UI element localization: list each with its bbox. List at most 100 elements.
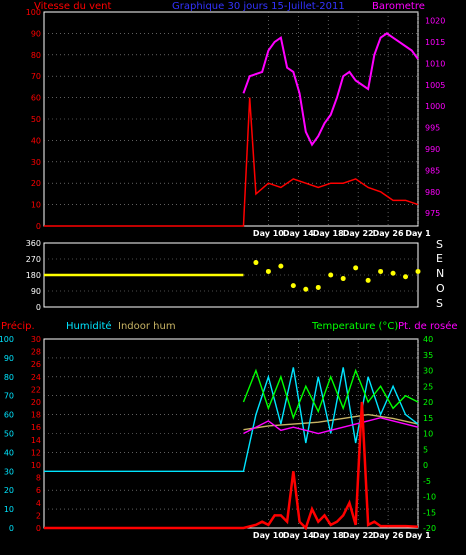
wind-speed-title: Vitesse du vent (34, 1, 112, 12)
panel3-ytick-humidity: 30 (4, 467, 14, 476)
panel3-ytick-temp: 35 (423, 351, 433, 360)
compass-letter-s1: S (436, 238, 443, 251)
panel1-ytick-right: 975 (425, 209, 440, 218)
panel3-series-2 (243, 413, 419, 431)
wind-direction-point (328, 272, 334, 278)
panel3-ytick-humidity: 50 (4, 430, 14, 439)
panel1-xtick-label: Day 18 (313, 229, 344, 238)
panel3-ytick-humidity: 10 (4, 505, 14, 514)
panel1-ytick-left: 10 (31, 201, 41, 210)
panel3-ytick-humidity: 80 (4, 373, 14, 382)
barometer-series (242, 32, 419, 147)
panel3-ytick-precip: 8 (36, 474, 41, 483)
panel3-ytick-temp: 5 (423, 445, 428, 454)
panel2-ytick: 270 (26, 255, 41, 264)
panel3-ytick-precip: 2 (36, 511, 41, 520)
panel3-ytick-precip: 28 (31, 348, 41, 357)
panel3-ytick-temp: 30 (423, 367, 433, 376)
panel3-ytick-precip: 10 (31, 461, 41, 470)
panel1-ytick-right: 1015 (425, 38, 445, 47)
panel3-ytick-precip: 14 (31, 436, 41, 445)
panel3-xtick-label: Day 22 (343, 531, 374, 540)
compass-letter-n: N (436, 267, 445, 280)
panel1-xtick-label: Day 14 (283, 229, 314, 238)
panel1-ytick-right: 985 (425, 166, 440, 175)
panel3-series-0 (44, 401, 419, 531)
wind-direction-point (390, 270, 396, 276)
panel1-ytick-right: 1010 (425, 59, 445, 68)
panel2-ytick: 90 (31, 287, 41, 296)
panel3-ytick-precip: 6 (36, 486, 41, 495)
panel1-ytick-right: 980 (425, 188, 440, 197)
panel1-xtick-label: Day 26 (373, 229, 404, 238)
panel1-xtick-label: Day 1 (405, 229, 431, 238)
panel3-ytick-precip: 4 (36, 499, 41, 508)
panel3-series-3 (242, 368, 419, 420)
panel3-ytick-temp: -20 (423, 524, 436, 533)
wind-direction-point (365, 277, 371, 283)
panel1-ytick-left: 50 (31, 115, 41, 124)
panel3-ytick-humidity: 70 (4, 392, 14, 401)
wind-direction-point (290, 283, 296, 289)
panel1-ytick-left: 80 (31, 51, 41, 60)
panel3-ytick-humidity: 60 (4, 411, 14, 420)
panel3-ytick-precip: 16 (31, 423, 41, 432)
compass-letter-s2: S (436, 297, 443, 310)
panel1-ytick-left: 70 (31, 72, 41, 81)
panel2-ytick: 0 (36, 303, 41, 312)
panel3-xtick-label: Day 26 (373, 531, 404, 540)
panel1-ytick-left: 40 (31, 136, 41, 145)
panel3-ytick-temp: 10 (423, 430, 433, 439)
panel3-ytick-temp: 20 (423, 398, 433, 407)
panel1-ytick-right: 1020 (425, 17, 445, 26)
wind-direction-point (278, 263, 284, 269)
wind-direction-point (378, 268, 384, 274)
wind-speed-series (44, 97, 419, 227)
panel3-ytick-precip: 24 (31, 373, 41, 382)
wind-direction-point (353, 265, 359, 271)
wind-direction-point (340, 276, 346, 282)
panel3-ytick-precip: 26 (31, 360, 41, 369)
panel3-ytick-temp: 0 (423, 461, 428, 470)
panel1-xtick-label: Day 22 (343, 229, 374, 238)
panel3-ytick-temp: -10 (423, 493, 436, 502)
panel3-xtick-label: Day 10 (253, 531, 284, 540)
precip-title: Précip. (1, 321, 35, 332)
wind-direction-point (315, 284, 321, 290)
panel1-ytick-left: 100 (26, 8, 41, 17)
panel1-ytick-left: 90 (31, 29, 41, 38)
panel3-ytick-precip: 12 (31, 448, 41, 457)
panel1-ytick-right: 990 (425, 145, 440, 154)
wind-direction-point (403, 274, 409, 280)
panel1-ytick-left: 60 (31, 94, 41, 103)
wind-direction-point (415, 268, 421, 274)
chart-period-title: Graphique 30 jours 15-Juillet-2011 (172, 1, 345, 12)
temperature-title: Temperature (°C) (312, 321, 399, 332)
panel1-ytick-right: 1000 (425, 102, 445, 111)
panel3-ytick-humidity: 100 (0, 335, 14, 344)
wind-direction-point (253, 260, 259, 266)
panel3-series-4 (243, 417, 419, 435)
compass-letter-e: E (436, 252, 443, 265)
panel3-ytick-precip: 0 (36, 524, 41, 533)
dew-point-title: Pt. de rosée (398, 321, 458, 332)
panel3-ytick-temp: 25 (423, 382, 433, 391)
panel3-ytick-temp: 15 (423, 414, 433, 423)
panel1-ytick-left: 30 (31, 158, 41, 167)
panel3-xtick-label: Day 1 (405, 531, 431, 540)
panel1-ytick-right: 995 (425, 124, 440, 133)
panel1-ytick-left: 0 (36, 222, 41, 231)
panel2-ytick: 360 (26, 239, 41, 248)
panel1-xtick-label: Day 10 (253, 229, 284, 238)
barometer-title: Barometre (372, 1, 425, 12)
panel3-ytick-precip: 30 (31, 335, 41, 344)
humidity-title: Humidité (66, 321, 112, 332)
panel2-ytick: 180 (26, 271, 41, 280)
panel3-ytick-humidity: 0 (9, 524, 14, 533)
panel3-series-1 (44, 367, 419, 472)
wind-direction-point (303, 286, 309, 292)
compass-letter-o: O (436, 282, 445, 295)
panel3-ytick-humidity: 20 (4, 486, 14, 495)
panel3-ytick-temp: -5 (423, 477, 431, 486)
panel1-ytick-left: 20 (31, 179, 41, 188)
